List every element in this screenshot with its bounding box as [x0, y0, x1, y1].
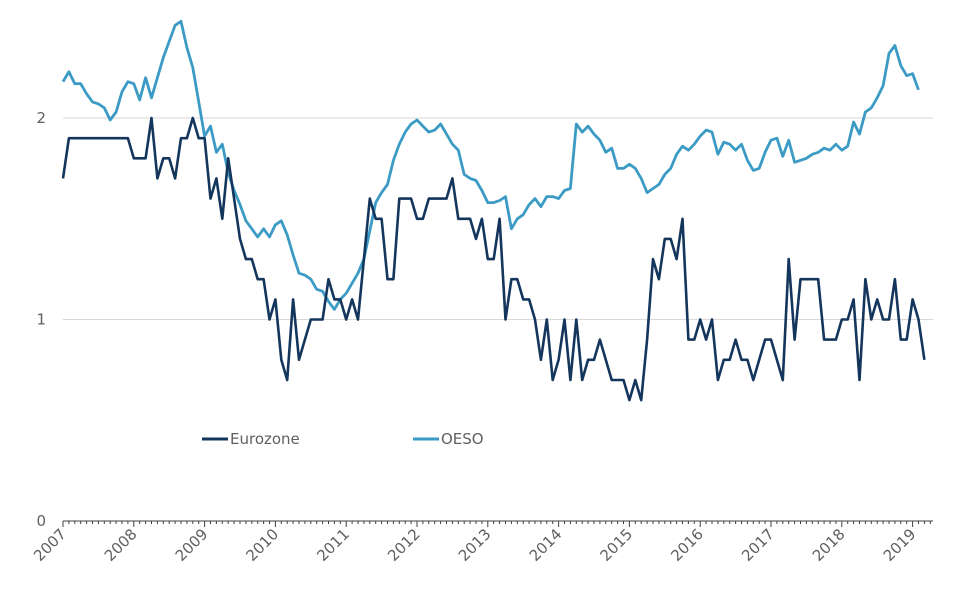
y-tick-label: 0 [36, 512, 46, 530]
x-axis [62, 520, 933, 527]
x-axis-labels: 2007 2008 2009 2010 2011 2012 2013 2014 2015 2016… [30, 525, 919, 565]
x-tick-label: 2019 [880, 525, 920, 565]
y-axis-labels: 0 1 2 [36, 109, 46, 530]
y-tick-label: 2 [36, 109, 46, 127]
x-tick-label: 2016 [667, 525, 707, 565]
series-line-oeso [61, 19, 920, 311]
x-tick-label: 2012 [384, 525, 424, 565]
x-tick-label: 2015 [596, 525, 636, 565]
x-tick-label: 2010 [242, 525, 282, 565]
legend-label-eurozone: Eurozone [230, 430, 300, 448]
x-tick-label: 2008 [101, 525, 141, 565]
series-line-eurozone [61, 116, 926, 402]
x-tick-label: 2017 [738, 525, 778, 565]
gridlines [63, 117, 933, 320]
x-tick-label: 2009 [172, 525, 212, 565]
x-tick-label: 2018 [809, 525, 849, 565]
legend: Eurozone OESO [202, 430, 484, 448]
y-tick-label: 1 [36, 311, 46, 329]
series-lines [61, 19, 926, 402]
legend-label-oeso: OESO [441, 430, 484, 448]
x-tick-label: 2007 [30, 525, 70, 565]
x-tick-label: 2013 [455, 525, 495, 565]
x-tick-label: 2011 [313, 525, 353, 565]
x-tick-label: 2014 [526, 525, 566, 565]
